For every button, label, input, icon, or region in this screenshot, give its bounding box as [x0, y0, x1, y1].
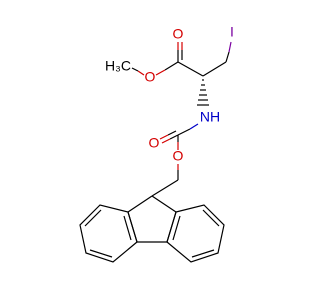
- molecule: O O H₃C I NH O O: [79, 24, 234, 263]
- atom-label: O: [145, 69, 156, 85]
- atom-label: H₃C: [105, 58, 131, 74]
- bonds: [79, 41, 232, 263]
- atom-label: O: [173, 148, 184, 164]
- atom-label: NH: [200, 109, 220, 125]
- atom-label: O: [173, 26, 184, 42]
- atom-label: I: [230, 24, 234, 40]
- atom-label: O: [149, 135, 160, 151]
